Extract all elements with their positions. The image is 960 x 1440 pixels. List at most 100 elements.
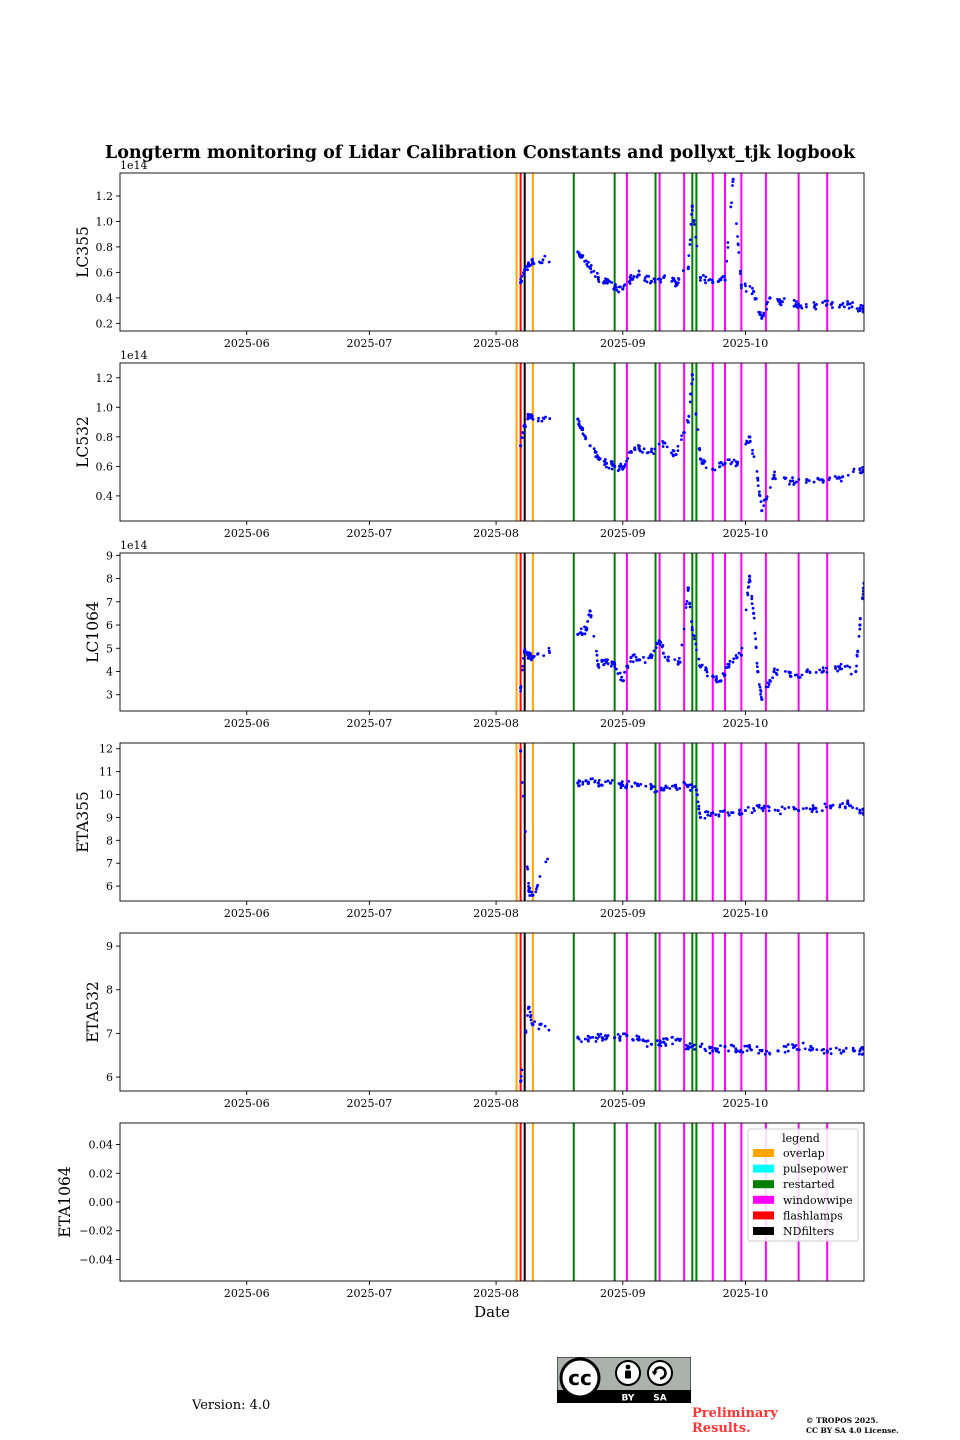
data-point-cluster [729,462,733,466]
data-point-cluster [527,881,530,885]
legend-label-pulsepower: pulsepower [783,1163,848,1176]
data-point-cluster [838,476,841,480]
data-point-cluster [589,263,593,267]
data-point-cluster [755,469,759,473]
chart-title: Longterm monitoring of Lidar Calibration… [105,143,856,163]
data-point-cluster [816,476,820,480]
data-point-cluster [800,306,804,310]
data-point-cluster [833,474,837,478]
data-point-cluster [523,267,527,271]
axes-frame [119,932,865,1092]
data-point-cluster [745,1044,749,1048]
data-point-cluster [696,800,700,804]
data-point [690,373,694,377]
data-point-cluster [796,306,800,310]
data-point-cluster [767,683,771,686]
data-point-cluster [846,799,850,803]
data-point-cluster [766,685,770,689]
data-point-cluster [706,674,709,678]
data-point-cluster [690,212,693,216]
data-point-cluster [663,274,667,278]
data-point-cluster [751,452,754,455]
data-point-cluster [605,465,608,469]
panel-lc355: 0.2 0.4 0.6 0.8 1.0 1.2 2025-06 2025-07 2025-08 2… [74,159,865,350]
data-point-cluster [606,278,610,282]
data-point-cluster [855,807,859,810]
data-point-cluster [587,260,590,264]
y-tick-label: 0.8 [96,431,114,444]
data-point-cluster [606,779,610,783]
plot-area [515,173,864,331]
x-tick-label: 2025-06 [224,1287,270,1300]
axes-frame [119,552,865,712]
data-point-cluster [616,672,620,675]
data-point-cluster [761,809,765,813]
y-tick-label: −0.02 [79,1225,113,1238]
data-point-cluster [670,1035,674,1039]
data-point-cluster [595,659,599,663]
data-point-cluster [740,812,744,816]
data-point-cluster [704,281,707,285]
data-point [608,781,613,785]
data-point-cluster [762,313,766,317]
data-point-cluster [726,458,730,462]
data-point-cluster [682,780,686,784]
data-point-cluster [726,241,730,244]
data-point-cluster [850,305,854,309]
data-point-cluster [783,669,787,673]
data-point-cluster [674,783,678,787]
data-point-cluster [634,655,638,659]
data-point-cluster [839,662,843,666]
data-point-cluster [758,313,762,316]
data-point-cluster [522,272,526,276]
data-point [727,662,731,667]
data-point-cluster [699,278,702,282]
data-point-cluster [654,646,658,650]
data-point-cluster [855,664,858,668]
data-point-cluster [661,445,665,448]
data-point-cluster [729,205,733,209]
data-point-cluster [754,646,758,650]
data-point-cluster [762,498,766,502]
data-point-cluster [861,811,864,815]
data-point-cluster [766,300,769,304]
data-point-cluster [594,1040,598,1043]
y-tick-label: 1.2 [96,372,114,385]
data-point-cluster [596,1032,600,1036]
x-tick-label: 2025-09 [600,337,646,350]
data-point-cluster [540,419,544,423]
data-point-cluster [843,805,847,809]
data-point-cluster [581,632,585,636]
data-point-cluster [663,786,666,790]
data-point-cluster [833,665,837,669]
legend-label-restarted: restarted [783,1178,835,1191]
y-tick-label: 6 [106,1071,113,1084]
x-tick-label: 2025-08 [473,1287,519,1300]
data-point-cluster [586,620,590,623]
data-point-cluster [778,302,782,306]
data-point-cluster [773,470,776,474]
data-point-cluster [607,466,611,470]
data-point [809,1044,813,1049]
data-point-cluster [534,890,538,894]
data-point [858,306,862,310]
data-point-cluster [602,281,606,285]
data-point-cluster [703,816,707,820]
data-point-cluster [529,658,533,662]
data-point-cluster [721,810,725,813]
data-point [837,665,842,669]
data-point-cluster [678,787,682,790]
data-point-cluster [750,1048,753,1052]
data-point-cluster [690,620,693,623]
data-point [621,287,625,291]
x-tick-label: 2025-08 [473,907,519,920]
data-point [662,1040,666,1044]
data-point-cluster [593,449,597,453]
data-point [796,808,801,813]
y-offset-label: 1e14 [120,159,148,172]
data-point-cluster [676,281,680,285]
data-point-cluster [681,269,685,272]
data-point-cluster [776,668,779,672]
x-tick-label: 2025-07 [347,907,393,920]
